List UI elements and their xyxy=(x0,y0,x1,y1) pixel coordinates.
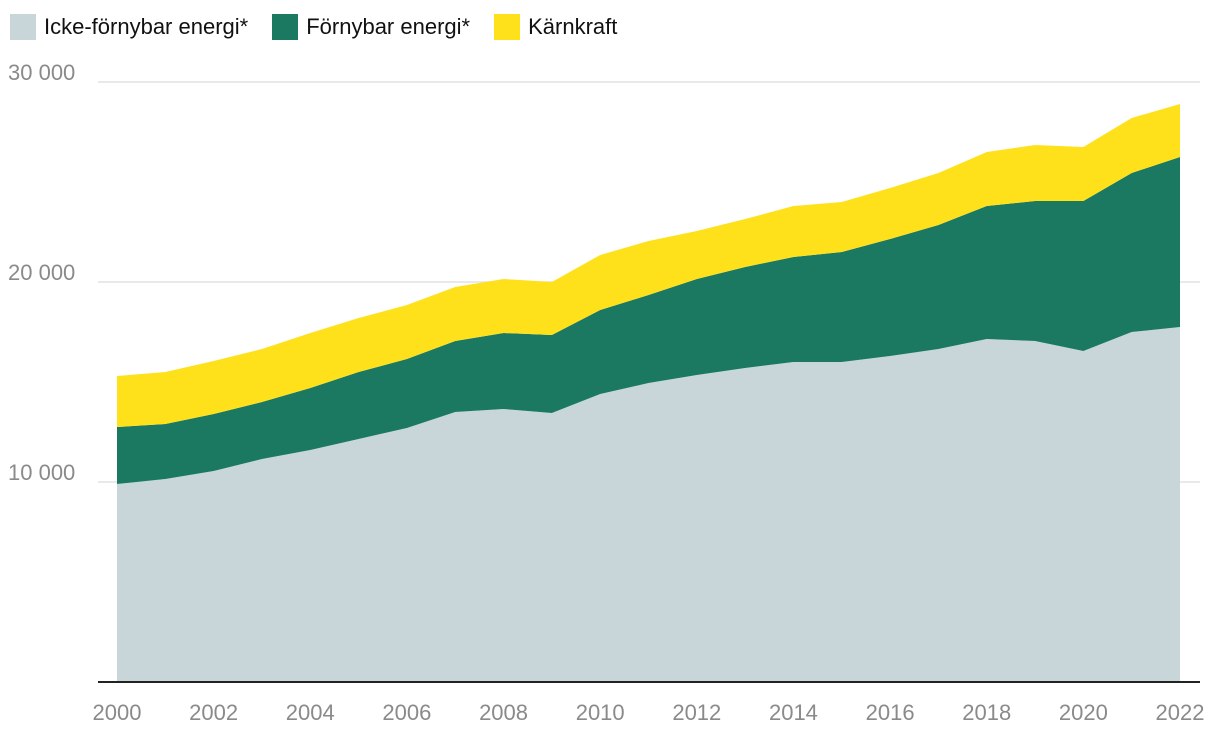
x-tick-label: 2020 xyxy=(1059,700,1108,725)
x-tick-label: 2004 xyxy=(286,700,335,725)
y-tick-label: 10 000 xyxy=(8,460,75,485)
x-tick-labels: 2000 2002 2004 2006 2008 2010 2012 2014 2016 2018… xyxy=(93,700,1205,725)
legend-label-nuclear: Kärnkraft xyxy=(528,14,618,39)
legend-swatch-renewable xyxy=(272,14,299,40)
x-tick-label: 2002 xyxy=(189,700,238,725)
legend-item-nuclear: Kärnkraft xyxy=(494,14,617,40)
x-tick-label: 2008 xyxy=(479,700,528,725)
x-tick-label: 2000 xyxy=(93,700,142,725)
x-tick-label: 2016 xyxy=(866,700,915,725)
legend-item-renewable: Förnybar energi* xyxy=(272,14,470,40)
x-tick-label: 2018 xyxy=(962,700,1011,725)
y-tick-labels: 10 000 20 000 30 000 xyxy=(8,60,75,485)
y-tick-label: 30 000 xyxy=(8,60,75,85)
legend-swatch-non-renewable xyxy=(10,14,36,40)
area-series-nuclear xyxy=(117,104,1180,427)
area-series-renewable xyxy=(117,157,1180,484)
legend-item-non-renewable: Icke-förnybar energi* xyxy=(10,14,248,40)
x-tick-label: 2012 xyxy=(672,700,721,725)
legend-swatch-nuclear xyxy=(494,14,521,40)
area-series-non-renewable xyxy=(117,327,1180,682)
legend: Icke-förnybar energi* Förnybar energi* K… xyxy=(10,14,641,40)
x-tick-label: 2014 xyxy=(769,700,818,725)
y-tick-label: 20 000 xyxy=(8,260,75,285)
x-tick-label: 2010 xyxy=(576,700,625,725)
x-tick-label: 2022 xyxy=(1156,700,1205,725)
area-series-group xyxy=(117,104,1180,682)
legend-label-renewable: Förnybar energi* xyxy=(306,14,471,39)
x-tick-label: 2006 xyxy=(382,700,431,725)
legend-label-non-renewable: Icke-förnybar energi* xyxy=(44,14,249,39)
